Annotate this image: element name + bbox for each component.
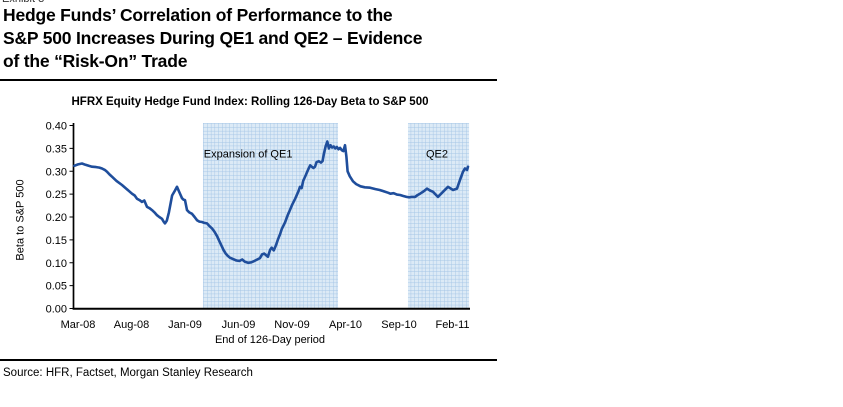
page-title-line-3: of the “Risk-On” Trade	[3, 51, 188, 71]
x-tick-label: Mar-08	[61, 319, 96, 331]
qe-region-label-1: Expansion of QE1	[204, 149, 293, 161]
y-tick-label: 0.10	[46, 258, 67, 270]
x-tick-label: Sep-10	[381, 319, 416, 331]
y-tick-label: 0.20	[46, 212, 67, 224]
qe-region-2	[407, 123, 470, 309]
qe-region-label-2: QE2	[426, 149, 448, 161]
beta-line-chart: Expansion of QE1 QE2 0.00 0.05 0.10 0.15 0.20 0…	[15, 121, 470, 346]
y-tick-label: 0.35	[46, 143, 67, 155]
header-divider	[0, 79, 497, 81]
page-title-line-1: Hedge Funds’ Correlation of Performance …	[3, 5, 393, 25]
x-tick-label: Apr-10	[329, 319, 362, 331]
qe-region-1	[202, 123, 339, 309]
y-tick-label: 0.40	[46, 121, 67, 133]
x-tick-label: Jun-09	[222, 319, 256, 331]
beta-series-line	[73, 140, 470, 265]
page-title-line-2: S&P 500 Increases During QE1 and QE2 – E…	[3, 28, 423, 48]
x-axis-title: End of 126-Day period	[215, 334, 325, 346]
y-tick-label: 0.00	[46, 304, 67, 316]
y-axis-title: Beta to S&P 500	[15, 179, 27, 260]
source-note: Source: HFR, Factset, Morgan Stanley Res…	[3, 367, 253, 379]
y-tick-label: 0.30	[46, 166, 67, 178]
y-tick-label: 0.15	[46, 235, 67, 247]
y-tick-label: 0.25	[46, 189, 67, 201]
exhibit-label: Exhibit 3	[2, 0, 44, 5]
chart-title: HFRX Equity Hedge Fund Index: Rolling 12…	[71, 96, 429, 108]
footer-divider	[0, 359, 497, 361]
x-tick-label: Nov-09	[274, 319, 309, 331]
y-tick-label: 0.05	[46, 281, 67, 293]
x-tick-label: Feb-11	[435, 319, 469, 331]
x-tick-label: Jan-09	[168, 319, 202, 331]
page-title: Hedge Funds’ Correlation of Performance …	[3, 4, 497, 73]
x-tick-label: Aug-08	[114, 319, 149, 331]
